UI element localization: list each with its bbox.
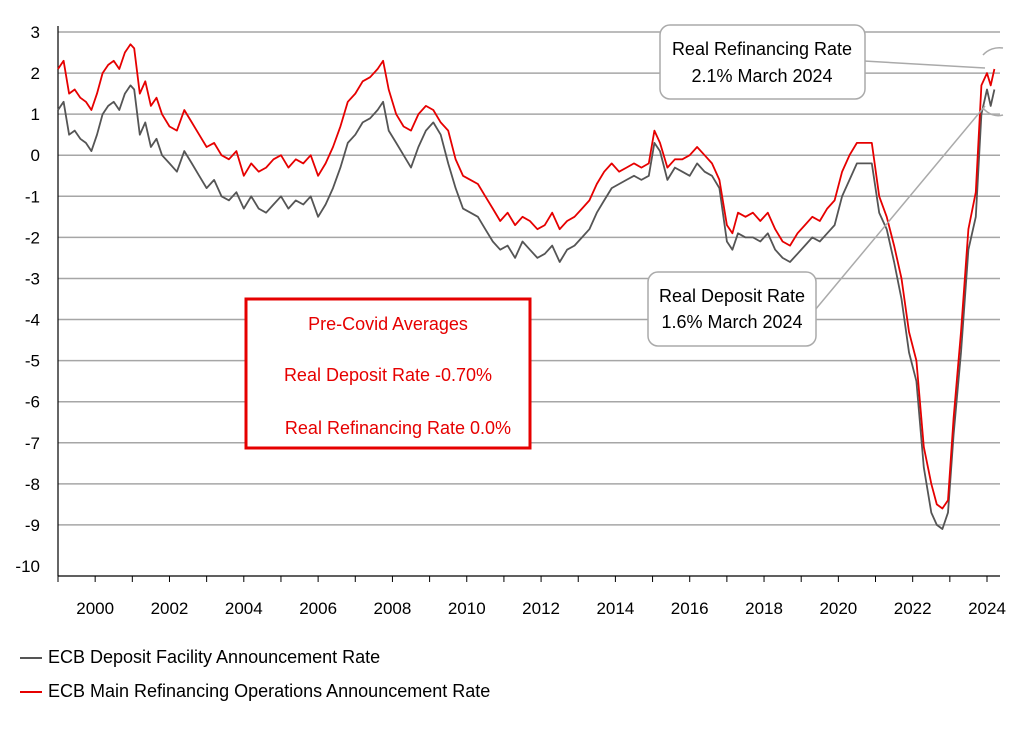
y-tick-label: -8 (25, 475, 40, 494)
x-tick-label: 2006 (299, 599, 337, 618)
refi-annotation-line1: Real Refinancing Rate (672, 39, 852, 59)
averages-title: Pre-Covid Averages (308, 314, 468, 334)
y-tick-label: -5 (25, 352, 40, 371)
averages-box: Pre-Covid Averages Real Deposit Rate -0.… (244, 297, 532, 450)
legend-swatch-deposit (20, 656, 42, 659)
series-line-0 (57, 84, 996, 530)
annotation-refi: Real Refinancing Rate 2.1% March 2024 (659, 24, 986, 100)
y-tick-label: -4 (25, 311, 40, 330)
x-tick-label: 2024 (968, 599, 1006, 618)
refi-leader-line (863, 60, 986, 69)
legend-swatch-refi (20, 690, 42, 693)
deposit-annotation-line1: Real Deposit Rate (659, 286, 805, 306)
grid-lines (58, 31, 1000, 526)
x-tick-label: 2014 (596, 599, 634, 618)
y-tick-label: 1 (31, 105, 40, 124)
y-tick-label: 3 (31, 23, 40, 42)
x-tick-label: 2022 (894, 599, 932, 618)
x-tick-label: 2012 (522, 599, 560, 618)
x-axis: 2000 2002 2004 2006 2008 2010 2012 2014 2016 2018… (57, 26, 1006, 618)
y-axis-ticks: 3 2 1 0 -1 -2 -3 -4 -5 -6 -7 -8 -9 -10 (15, 23, 40, 576)
y-tick-label: -10 (15, 557, 40, 576)
y-tick-label: 0 (31, 146, 40, 165)
y-tick-label: -3 (25, 269, 40, 288)
y-tick-label: -6 (25, 393, 40, 412)
legend-item-deposit: ECB Deposit Facility Announcement Rate (20, 647, 380, 668)
averages-deposit: Real Deposit Rate -0.70% (284, 365, 492, 385)
y-tick-label: -7 (25, 434, 40, 453)
refi-annotation-line2: 2.1% March 2024 (691, 66, 832, 86)
legend-item-refi: ECB Main Refinancing Operations Announce… (20, 681, 490, 702)
series-lines (57, 43, 996, 530)
x-tick-label: 2004 (225, 599, 263, 618)
legend-label-refi: ECB Main Refinancing Operations Announce… (48, 681, 491, 701)
x-tick-label: 2018 (745, 599, 783, 618)
end-highlight-arc (982, 46, 1004, 117)
x-tick-label: 2002 (151, 599, 189, 618)
deposit-annotation-line2: 1.6% March 2024 (661, 312, 802, 332)
deposit-annotation-box (647, 271, 817, 347)
x-tick-label: 2020 (819, 599, 857, 618)
x-tick-label: 2008 (374, 599, 412, 618)
y-tick-label: -1 (25, 187, 40, 206)
x-tick-label: 2000 (76, 599, 114, 618)
refi-annotation-box (659, 24, 866, 100)
series-line-1 (57, 43, 996, 510)
y-tick-label: -2 (25, 228, 40, 247)
legend-label-deposit: ECB Deposit Facility Announcement Rate (48, 647, 381, 667)
y-tick-label: 2 (31, 64, 40, 83)
deposit-leader-line (814, 105, 986, 311)
x-tick-label: 2016 (671, 599, 709, 618)
annotation-deposit: Real Deposit Rate 1.6% March 2024 (647, 105, 986, 347)
averages-refi: Real Refinancing Rate 0.0% (285, 418, 511, 438)
averages-box-border (244, 297, 532, 450)
x-tick-label: 2010 (448, 599, 486, 618)
y-tick-label: -9 (25, 516, 40, 535)
